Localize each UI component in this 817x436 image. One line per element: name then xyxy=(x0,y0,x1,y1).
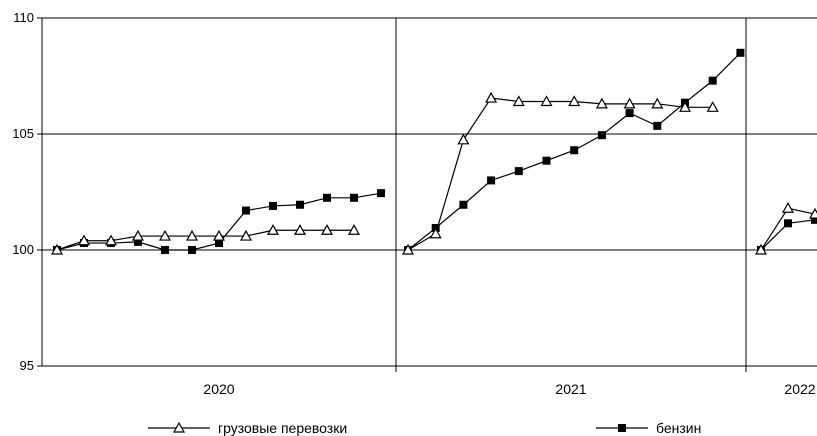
data-point-square xyxy=(296,200,304,209)
data-point-square xyxy=(269,201,277,210)
data-point-square xyxy=(134,237,142,246)
data-point-square xyxy=(625,109,634,118)
data-point-square xyxy=(242,206,250,215)
data-point-triangle xyxy=(651,97,664,109)
series-gasoline xyxy=(53,48,817,254)
data-point-triangle xyxy=(678,101,692,112)
data-point-triangle xyxy=(347,224,361,235)
data-point-square xyxy=(188,246,196,254)
x-category-label: 2021 xyxy=(555,381,586,397)
data-point-triangle xyxy=(429,227,442,239)
x-axis: 2020 2021 2022 xyxy=(203,381,815,397)
gridlines xyxy=(42,17,817,372)
data-point-triangle xyxy=(623,97,636,109)
y-tick-label: 110 xyxy=(13,10,34,25)
series-line xyxy=(407,97,713,251)
legend-label: бензин xyxy=(656,420,701,436)
data-point-square xyxy=(811,215,817,224)
data-point-triangle xyxy=(808,207,817,219)
data-point-square xyxy=(784,219,792,228)
series-line xyxy=(760,207,816,251)
legend-label: грузовые перевозки xyxy=(218,420,347,436)
data-point-square xyxy=(570,146,579,155)
data-point-triangle xyxy=(781,202,795,213)
series-line xyxy=(56,229,354,251)
data-point-triangle xyxy=(266,224,280,235)
data-point-triangle xyxy=(185,229,199,241)
data-point-triangle xyxy=(293,224,307,235)
data-point-triangle xyxy=(239,229,253,241)
data-point-triangle xyxy=(457,133,470,145)
data-point-square xyxy=(323,193,331,202)
y-tick-label: 105 xyxy=(12,126,34,141)
data-point-triangle xyxy=(320,224,334,235)
y-tick-label: 100 xyxy=(12,242,34,257)
legend: грузовые перевозки бензин xyxy=(148,420,701,436)
data-point-triangle xyxy=(706,101,719,112)
data-point-triangle xyxy=(172,421,186,433)
plot-frame xyxy=(41,18,817,367)
data-point-triangle xyxy=(401,243,415,255)
data-point-square xyxy=(542,156,551,165)
y-tick-label: 95 xyxy=(20,358,34,373)
data-point-triangle xyxy=(131,229,145,241)
legend-item: грузовые перевозки xyxy=(148,420,347,436)
data-point-square xyxy=(377,189,385,198)
data-point-square xyxy=(161,246,169,254)
data-point-triangle xyxy=(212,229,226,241)
series-layer xyxy=(50,48,817,255)
data-point-square xyxy=(514,167,523,176)
x-category-label: 2020 xyxy=(203,381,234,397)
legend-item: бензин xyxy=(596,420,701,436)
data-point-triangle xyxy=(485,91,498,103)
data-point-square xyxy=(350,193,358,202)
data-point-square xyxy=(653,121,662,130)
data-point-square xyxy=(736,48,745,57)
data-point-triangle xyxy=(568,95,581,107)
data-point-triangle xyxy=(754,243,768,255)
data-point-triangle xyxy=(595,97,608,109)
x-category-label: 2022 xyxy=(784,381,815,397)
data-point-square xyxy=(487,176,496,185)
data-point-square xyxy=(708,76,717,85)
data-point-square xyxy=(215,239,223,248)
data-point-square xyxy=(597,131,606,140)
data-point-triangle xyxy=(50,243,64,255)
data-point-triangle xyxy=(158,229,172,241)
data-point-triangle xyxy=(512,95,525,107)
data-point-square xyxy=(618,424,626,432)
y-axis: 95 100 105 110 xyxy=(12,10,42,373)
series-freight xyxy=(50,91,817,255)
data-point-triangle xyxy=(540,95,553,107)
data-point-triangle xyxy=(77,234,91,246)
data-point-triangle xyxy=(104,234,118,246)
data-point-square xyxy=(459,200,468,209)
